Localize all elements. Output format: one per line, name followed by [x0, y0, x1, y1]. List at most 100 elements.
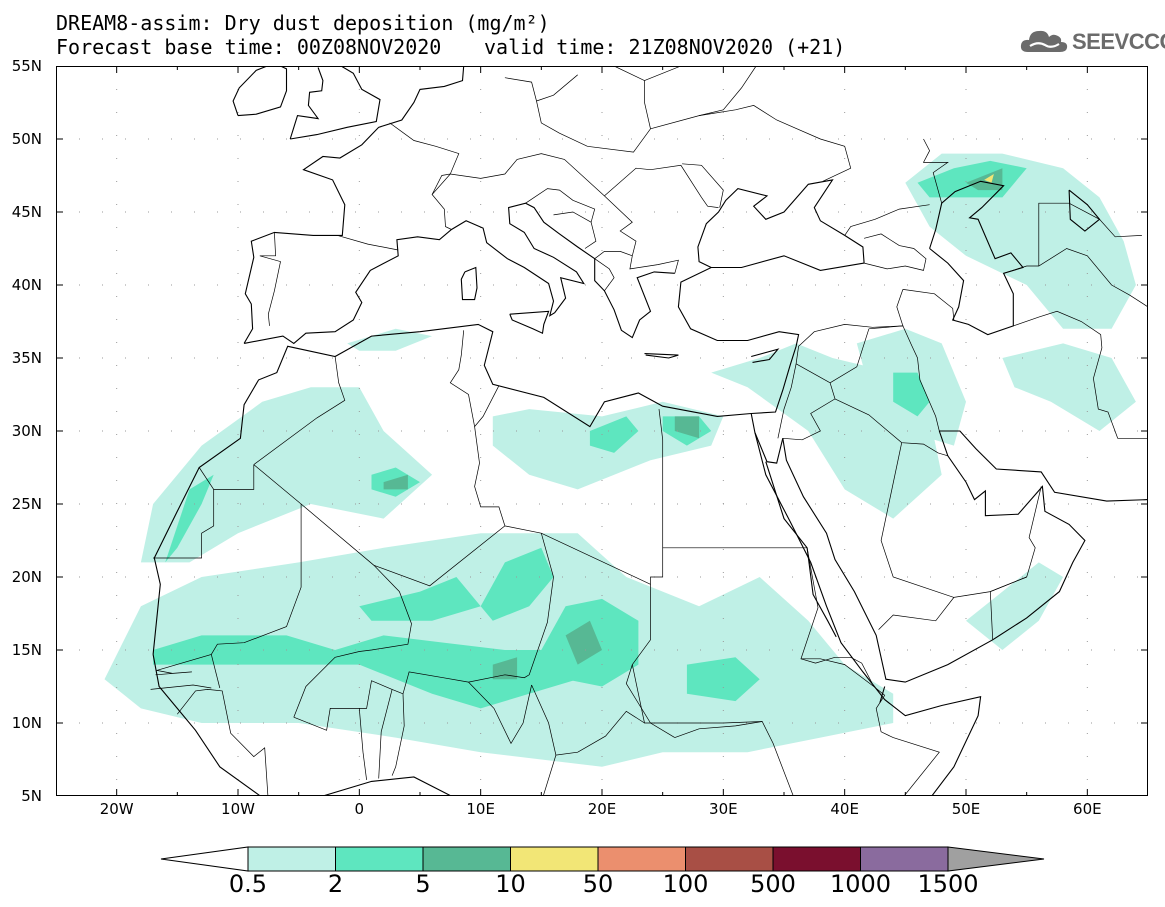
coastlines-borders	[150, 66, 1148, 796]
colorbar-label: 500	[750, 870, 796, 898]
contour-region-25	[984, 174, 994, 183]
coastline	[644, 353, 679, 359]
lat-label: 20N	[11, 568, 42, 586]
contour-region-7	[966, 562, 1064, 650]
country-border	[604, 164, 719, 208]
country-border	[1003, 248, 1148, 308]
country-border	[658, 409, 664, 548]
contour-region-20	[565, 620, 602, 665]
coastline	[750, 413, 982, 796]
country-border	[1038, 202, 1142, 266]
lon-label: 20W	[99, 800, 134, 818]
coastline	[232, 66, 288, 117]
colorbar-label: 0.5	[228, 870, 268, 898]
lat-label: 30N	[11, 422, 42, 440]
country-border	[431, 153, 637, 256]
country-border	[449, 330, 475, 427]
country-border	[259, 232, 281, 326]
country-border	[553, 211, 592, 223]
contour-region-23	[674, 416, 700, 439]
country-border	[868, 325, 940, 432]
lon-label: 10W	[221, 800, 255, 818]
colorbar-label: 2	[327, 870, 344, 898]
forecast-base-time: Forecast base time: 00Z08NOV2020	[56, 35, 442, 59]
coastline	[751, 348, 780, 363]
colorbar-label: 50	[582, 870, 614, 898]
lon-label: 50E	[951, 800, 981, 818]
colorbar-label: 100	[662, 870, 709, 898]
colorbar-under-arrow	[160, 846, 249, 872]
lat-label: 35N	[11, 349, 42, 367]
colorbar-segment-6	[772, 846, 861, 872]
country-border	[177, 689, 269, 796]
colorbar-segment-7	[860, 846, 949, 872]
country-border	[468, 681, 532, 745]
lon-label: 40E	[830, 800, 859, 818]
colorbar-segment-3	[510, 846, 599, 872]
country-border	[878, 597, 955, 630]
contour-region-8	[347, 328, 433, 351]
country-border	[834, 398, 948, 457]
country-border	[650, 105, 852, 182]
lat-label: 15N	[11, 641, 42, 659]
lon-label: 60E	[1073, 800, 1102, 818]
contour-region-9	[153, 635, 578, 709]
country-border	[699, 66, 757, 116]
map-frame	[56, 66, 1148, 796]
contour-region-15	[589, 416, 639, 453]
country-border	[864, 233, 927, 271]
seevccc-logo: SEEVCCC	[1018, 24, 1165, 58]
country-border	[337, 235, 399, 251]
lon-label: 10E	[466, 800, 495, 818]
coastline	[929, 180, 1024, 336]
country-border	[210, 654, 221, 689]
lat-label: 10N	[11, 714, 42, 732]
coastline	[939, 430, 1148, 502]
country-border	[253, 356, 346, 465]
colorbar-segment-0	[247, 846, 336, 872]
lon-label: 20E	[587, 800, 617, 818]
colorbar-segment-1	[335, 846, 424, 872]
country-border	[504, 66, 651, 153]
contour-region-13	[165, 474, 214, 563]
country-border	[902, 289, 955, 321]
colorbar-label: 1000	[829, 870, 892, 898]
lat-label: 40N	[11, 276, 42, 294]
country-border	[525, 188, 597, 249]
country-border	[594, 258, 615, 292]
colorbar-label: 1500	[917, 870, 979, 898]
lat-label: 45N	[11, 203, 42, 221]
contour-region-10	[359, 577, 481, 621]
lat-label: 55N	[11, 57, 42, 75]
colorbar-over-arrow	[947, 846, 1045, 872]
country-border	[293, 503, 412, 718]
country-border	[829, 328, 870, 384]
country-border	[594, 251, 633, 259]
country-border	[391, 693, 405, 776]
lat-label: 50N	[11, 130, 42, 148]
country-border	[629, 255, 679, 274]
coastline	[509, 310, 550, 335]
valid-time: valid time: 21Z08NOV2020 (+21)	[484, 35, 846, 59]
coastline	[290, 66, 381, 140]
country-border	[153, 464, 255, 559]
country-border	[198, 467, 214, 490]
contour-region-17	[686, 657, 760, 702]
coastline	[243, 66, 465, 344]
coastline	[754, 432, 784, 464]
coastline	[1068, 189, 1101, 232]
contour-region-21	[492, 657, 518, 680]
map-title: DREAM8-assim: Dry dust deposition (mg/m²…	[56, 11, 550, 35]
dust-deposition-map	[56, 66, 1148, 796]
cloud-icon	[1020, 30, 1068, 52]
coastline	[782, 430, 1086, 683]
country-border	[358, 708, 367, 780]
country-border	[474, 385, 506, 527]
colorbar-segment-5	[685, 846, 774, 872]
contour-region-11	[480, 547, 554, 621]
country-border	[844, 204, 930, 236]
country-border	[156, 464, 302, 671]
country-border	[293, 680, 404, 731]
coastline	[289, 67, 324, 140]
country-border	[150, 684, 212, 690]
